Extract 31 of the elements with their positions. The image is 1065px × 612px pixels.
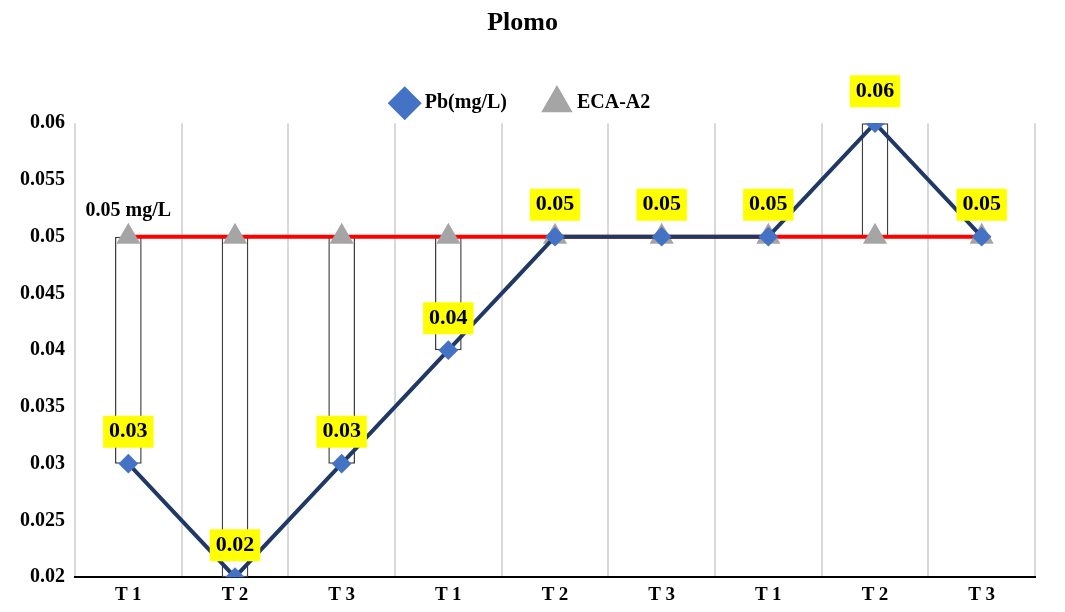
data-label: 0.05: [749, 190, 788, 216]
x-tick-label: T 1: [755, 582, 782, 604]
y-tick-label: 0.05: [30, 223, 65, 246]
data-label: 0.06: [855, 76, 895, 102]
y-tick-label: 0.045: [20, 280, 65, 303]
data-label: 0.05: [642, 190, 681, 216]
x-tick-label: T 3: [328, 582, 355, 604]
x-tick-label: T 3: [968, 582, 995, 604]
x-tick-label: T 2: [861, 582, 889, 604]
chart-title: Plomo: [487, 7, 558, 37]
data-label: 0.05: [535, 190, 575, 216]
data-label: 0.02: [215, 530, 255, 556]
data-label: 0.05 mg/L: [85, 197, 172, 221]
y-tick-label: 0.055: [20, 167, 65, 190]
y-tick-label: 0.035: [20, 394, 65, 417]
y-tick-label: 0.06: [30, 110, 65, 133]
x-tick-label: T 3: [648, 582, 675, 604]
y-tick-label: 0.025: [20, 507, 65, 530]
x-tick-label: T 2: [541, 582, 569, 604]
data-label: 0.04: [429, 303, 468, 329]
y-tick-label: 0.02: [30, 564, 65, 587]
legend-label: ECA-A2: [576, 90, 651, 113]
x-tick-label: T 2: [221, 582, 249, 604]
x-tick-label: T 1: [435, 582, 462, 604]
x-tick-label: T 1: [115, 582, 142, 604]
legend-label: Pb(mg/L): [424, 90, 507, 114]
data-label: 0.03: [109, 417, 148, 443]
y-tick-label: 0.03: [30, 450, 65, 473]
data-label: 0.05: [962, 190, 1001, 216]
data-label: 0.03: [322, 417, 361, 443]
y-tick-label: 0.04: [30, 337, 65, 360]
